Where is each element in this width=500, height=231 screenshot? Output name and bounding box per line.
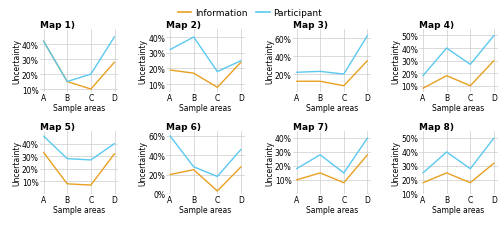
- Y-axis label: Uncertainty: Uncertainty: [12, 39, 21, 84]
- Y-axis label: Uncertainty: Uncertainty: [138, 39, 147, 84]
- Y-axis label: Uncertainty: Uncertainty: [138, 140, 147, 185]
- Y-axis label: Uncertainty: Uncertainty: [392, 39, 400, 84]
- X-axis label: Sample areas: Sample areas: [53, 104, 105, 113]
- Y-axis label: Uncertainty: Uncertainty: [392, 140, 400, 185]
- X-axis label: Sample areas: Sample areas: [306, 205, 358, 214]
- Text: Map 3): Map 3): [293, 21, 328, 30]
- Text: Map 2): Map 2): [166, 21, 202, 30]
- X-axis label: Sample areas: Sample areas: [432, 104, 484, 113]
- Legend: Information, Participant: Information, Participant: [174, 6, 326, 22]
- X-axis label: Sample areas: Sample areas: [306, 104, 358, 113]
- Text: Map 5): Map 5): [40, 122, 75, 131]
- X-axis label: Sample areas: Sample areas: [180, 104, 232, 113]
- Text: Map 7): Map 7): [293, 122, 328, 131]
- X-axis label: Sample areas: Sample areas: [180, 205, 232, 214]
- Y-axis label: Uncertainty: Uncertainty: [12, 140, 21, 185]
- Y-axis label: Uncertainty: Uncertainty: [265, 140, 274, 185]
- X-axis label: Sample areas: Sample areas: [432, 205, 484, 214]
- X-axis label: Sample areas: Sample areas: [53, 205, 105, 214]
- Y-axis label: Uncertainty: Uncertainty: [265, 39, 274, 84]
- Text: Map 4): Map 4): [420, 21, 454, 30]
- Text: Map 1): Map 1): [40, 21, 75, 30]
- Text: Map 6): Map 6): [166, 122, 202, 131]
- Text: Map 8): Map 8): [420, 122, 454, 131]
